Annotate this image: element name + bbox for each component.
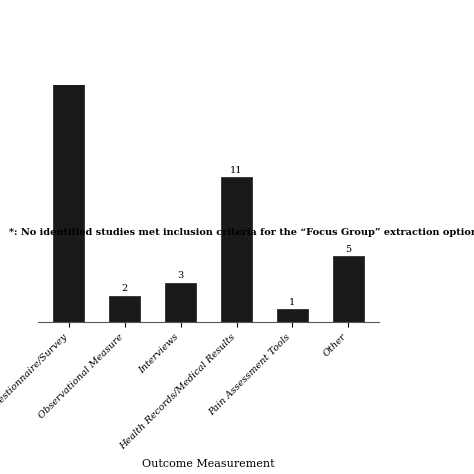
X-axis label: Outcome Measurement: Outcome Measurement — [142, 459, 275, 469]
Text: 5: 5 — [345, 245, 351, 254]
Bar — [333, 256, 364, 322]
Bar — [109, 296, 140, 322]
Text: 11: 11 — [230, 166, 243, 175]
Text: 2: 2 — [122, 284, 128, 293]
Text: 3: 3 — [177, 271, 184, 280]
Bar — [54, 33, 84, 322]
Text: 1: 1 — [289, 298, 295, 307]
Bar — [277, 309, 308, 322]
Bar — [221, 177, 252, 322]
Text: *: No identified studies met inclusion criteria for the “Focus Group” extraction: *: No identified studies met inclusion c… — [9, 228, 474, 237]
Bar — [165, 283, 196, 322]
